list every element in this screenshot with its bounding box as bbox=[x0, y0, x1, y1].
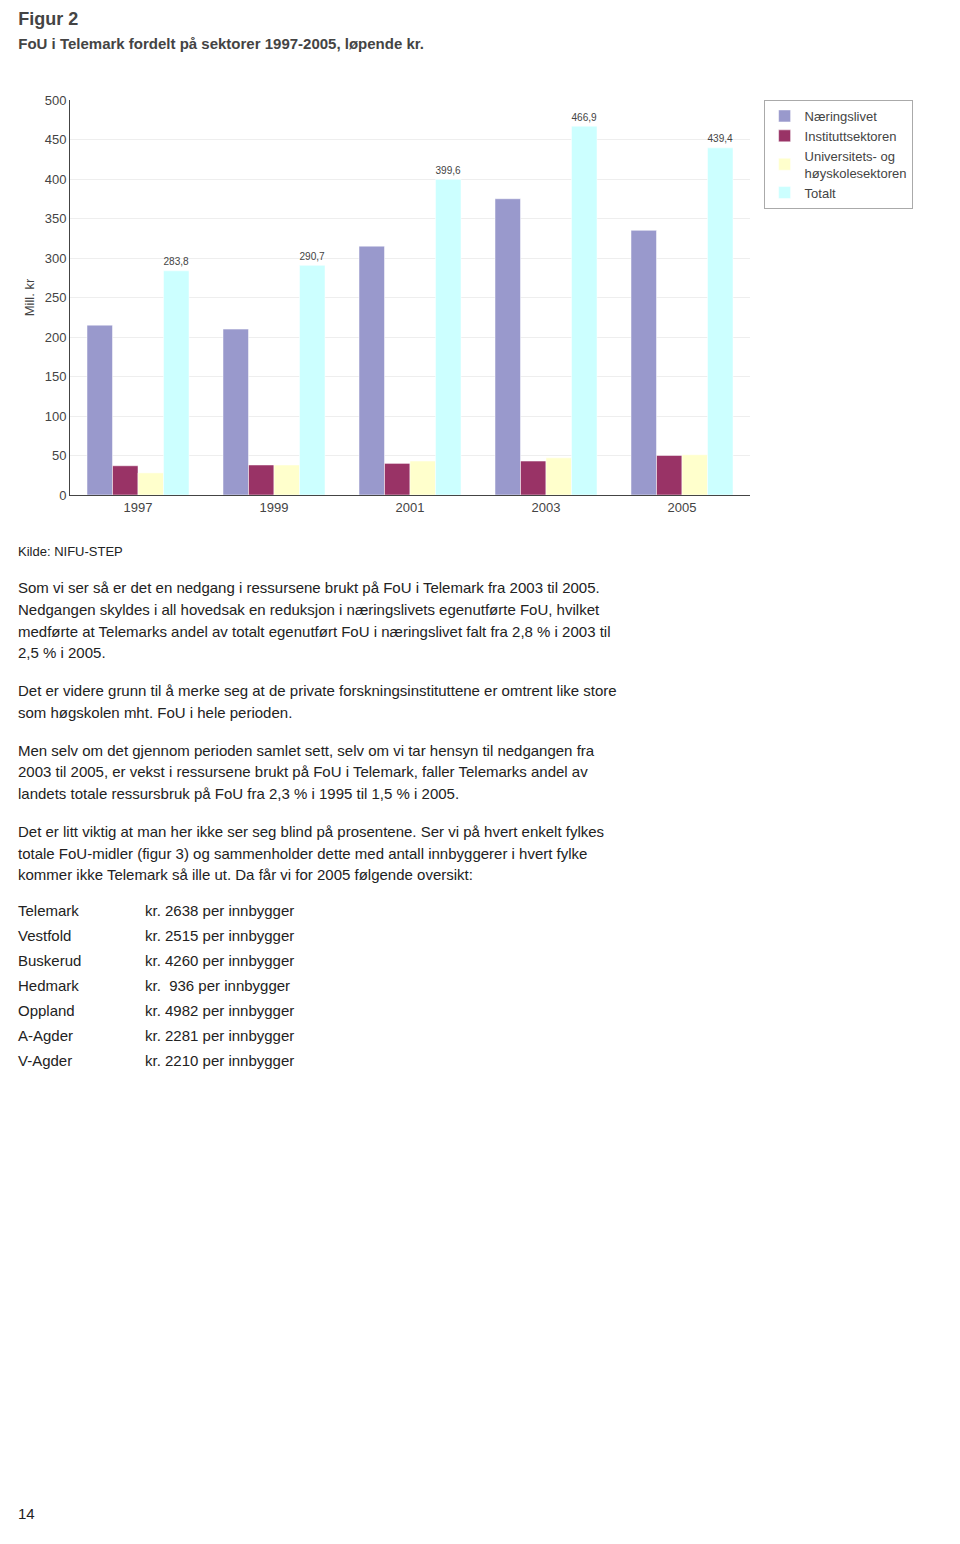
svg-text:2005: 2005 bbox=[668, 500, 697, 515]
svg-text:466,9: 466,9 bbox=[571, 112, 597, 123]
svg-text:300: 300 bbox=[45, 251, 67, 266]
svg-text:Universitets- oghøyskolesektor: Universitets- oghøyskolesektoren bbox=[805, 149, 907, 181]
html-text:kr. 4260 per innbygger: kr. 4260 per innbygger bbox=[145, 952, 295, 969]
svg-text:Næringslivet: Næringslivet bbox=[805, 109, 878, 124]
svg-text:0: 0 bbox=[59, 488, 66, 503]
svg-text:350: 350 bbox=[45, 211, 67, 226]
svg-text:150: 150 bbox=[45, 369, 67, 384]
svg-text:200: 200 bbox=[45, 330, 67, 345]
svg-text:250: 250 bbox=[45, 290, 67, 305]
html-text:kr. 4982 per innbygger: kr. 4982 per innbygger bbox=[145, 1002, 295, 1019]
html-text:kr. 2638 per innbygger: kr. 2638 per innbygger bbox=[145, 902, 295, 919]
svg-text:Mill. kr: Mill. kr bbox=[22, 278, 37, 316]
html-text:Det er videre grunn til å merk: Det er videre grunn til å merke seg at d… bbox=[18, 682, 617, 721]
svg-text:400: 400 bbox=[45, 172, 67, 187]
svg-text:1997: 1997 bbox=[124, 500, 153, 515]
svg-text:1999: 1999 bbox=[260, 500, 289, 515]
svg-text:439,4: 439,4 bbox=[707, 133, 733, 144]
html-text:A-Agder: A-Agder bbox=[18, 1027, 73, 1044]
html-text:Oppland: Oppland bbox=[18, 1002, 75, 1019]
svg-text:399,6: 399,6 bbox=[435, 165, 461, 176]
html-text:kr. 2281 per innbygger: kr. 2281 per innbygger bbox=[145, 1027, 295, 1044]
svg-text:Figur 2FoU i Telemark fordelt: Figur 2FoU i Telemark fordelt på sektore… bbox=[18, 9, 424, 51]
html-text:kr. 936 per innbygger: kr. 936 per innbygger bbox=[145, 977, 291, 994]
svg-text:450: 450 bbox=[45, 132, 67, 147]
html-text:Hedmark: Hedmark bbox=[18, 977, 79, 994]
svg-text:Instituttsektoren: Instituttsektoren bbox=[805, 129, 897, 144]
svg-text:283,8: 283,8 bbox=[163, 256, 189, 267]
html-text:Men selv om det gjennom period: Men selv om det gjennom perioden samlet … bbox=[18, 741, 595, 802]
html-text:Kilde: NIFU-STEP: Kilde: NIFU-STEP bbox=[18, 544, 123, 559]
svg-text:290,7: 290,7 bbox=[299, 251, 325, 262]
svg-text:2001: 2001 bbox=[396, 500, 425, 515]
html-text:Som vi ser så er det en nedgan: Som vi ser så er det en nedgang i ressur… bbox=[18, 579, 611, 662]
svg-text:Totalt: Totalt bbox=[805, 186, 836, 201]
svg-text:100: 100 bbox=[45, 409, 67, 424]
html-text:kr. 2515 per innbygger: kr. 2515 per innbygger bbox=[145, 927, 295, 944]
svg-text:50: 50 bbox=[52, 448, 66, 463]
svg-text:500: 500 bbox=[45, 93, 67, 108]
html-text:Buskerud: Buskerud bbox=[18, 952, 82, 969]
html-text:14: 14 bbox=[18, 1505, 35, 1522]
html-text:V-Agder: V-Agder bbox=[18, 1052, 73, 1069]
html-text:Det er litt viktig at man her: Det er litt viktig at man her ikke ser s… bbox=[18, 822, 605, 884]
html-text:Telemark: Telemark bbox=[18, 902, 79, 919]
html-text:Vestfold: Vestfold bbox=[18, 927, 72, 944]
svg-text:2003: 2003 bbox=[532, 500, 561, 515]
html-text:kr. 2210 per innbygger: kr. 2210 per innbygger bbox=[145, 1052, 295, 1069]
